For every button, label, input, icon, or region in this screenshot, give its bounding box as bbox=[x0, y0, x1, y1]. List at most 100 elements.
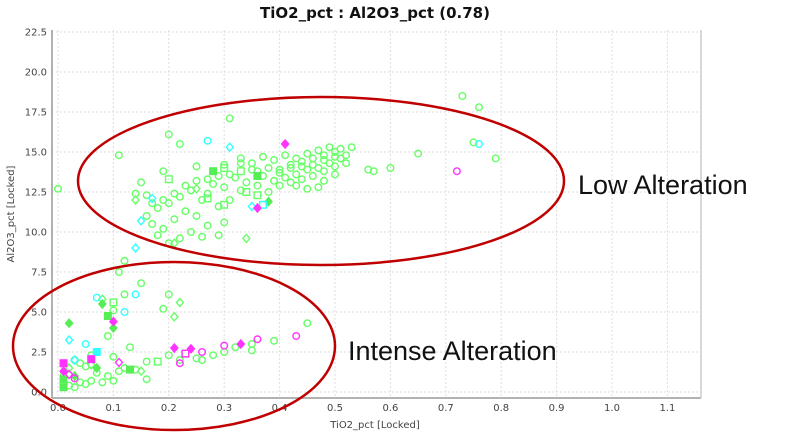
x-axis-label: TiO2_pct [Locked] bbox=[329, 420, 420, 431]
y-tick-label: 2.5 bbox=[31, 348, 47, 359]
data-point bbox=[64, 334, 74, 346]
series-13 bbox=[59, 355, 96, 368]
x-tick-label: 0.6 bbox=[382, 403, 398, 414]
data-point bbox=[286, 160, 295, 169]
data-point bbox=[220, 183, 229, 192]
data-point bbox=[114, 151, 123, 160]
data-point bbox=[292, 332, 301, 341]
data-point bbox=[120, 256, 129, 265]
data-point bbox=[336, 144, 345, 153]
data-point bbox=[192, 183, 201, 194]
data-point bbox=[103, 372, 112, 381]
data-point bbox=[270, 336, 279, 345]
data-point bbox=[109, 352, 118, 361]
data-point bbox=[247, 159, 256, 168]
data-point bbox=[136, 366, 146, 377]
x-tick-label: 0.0 bbox=[50, 403, 66, 414]
series-4 bbox=[59, 167, 262, 392]
data-point bbox=[319, 151, 328, 160]
data-point bbox=[109, 306, 118, 315]
data-point bbox=[59, 375, 68, 384]
data-point bbox=[103, 312, 112, 321]
x-tick-label: 0.1 bbox=[105, 403, 121, 414]
data-point bbox=[126, 365, 135, 374]
data-point bbox=[297, 175, 306, 184]
data-point bbox=[253, 335, 262, 344]
data-point bbox=[92, 293, 101, 302]
data-point bbox=[181, 181, 190, 190]
data-point bbox=[286, 163, 295, 172]
x-tick-label: 0.3 bbox=[216, 403, 232, 414]
data-point bbox=[308, 160, 317, 169]
data-point bbox=[148, 199, 157, 208]
data-point bbox=[220, 341, 229, 350]
data-point bbox=[86, 359, 96, 370]
data-point bbox=[264, 187, 273, 196]
data-point bbox=[281, 173, 290, 182]
data-point bbox=[314, 183, 323, 192]
data-point bbox=[92, 348, 101, 357]
data-point bbox=[70, 374, 79, 383]
data-point bbox=[164, 175, 173, 184]
data-point bbox=[225, 195, 234, 204]
data-point bbox=[292, 154, 301, 163]
x-tick-label: 1.1 bbox=[659, 403, 675, 414]
data-point bbox=[54, 184, 63, 193]
data-point bbox=[108, 322, 118, 334]
data-point bbox=[92, 362, 102, 374]
data-point bbox=[364, 165, 373, 174]
data-point bbox=[308, 171, 317, 180]
data-point bbox=[175, 356, 184, 365]
data-point bbox=[120, 308, 129, 317]
y-tick-label: 17.5 bbox=[25, 108, 47, 119]
data-point bbox=[153, 231, 162, 240]
series-6 bbox=[64, 142, 257, 366]
data-point bbox=[203, 189, 212, 198]
data-point bbox=[175, 139, 184, 148]
data-point bbox=[225, 142, 235, 153]
data-point bbox=[225, 114, 234, 123]
data-point bbox=[164, 351, 173, 360]
data-point bbox=[253, 171, 262, 180]
data-point bbox=[164, 290, 173, 299]
data-point bbox=[203, 221, 212, 230]
data-point bbox=[170, 215, 179, 224]
data-point bbox=[386, 163, 395, 172]
data-point bbox=[319, 155, 328, 164]
data-point bbox=[292, 170, 301, 179]
data-point bbox=[303, 319, 312, 328]
data-point bbox=[247, 340, 256, 349]
data-point bbox=[214, 231, 223, 240]
data-point bbox=[491, 154, 500, 163]
data-point bbox=[220, 163, 229, 172]
data-point bbox=[236, 186, 245, 195]
x-tick-label: 0.5 bbox=[327, 403, 343, 414]
chart-title: TiO2_pct : Al2O3_pct (0.78) bbox=[260, 4, 490, 22]
data-point bbox=[281, 151, 290, 160]
data-point bbox=[109, 298, 118, 307]
data-point bbox=[203, 175, 212, 184]
data-point bbox=[70, 354, 80, 366]
data-point bbox=[198, 348, 207, 357]
data-point bbox=[142, 375, 151, 384]
y-tick-label: 15.0 bbox=[25, 148, 47, 159]
data-point bbox=[108, 316, 118, 327]
axes: 0.0 0.1 0.2 0.3 0.4 0.5 0.6 0.7 0.8 0.9 1.0 1.10.02… bbox=[25, 28, 702, 414]
data-point bbox=[181, 207, 190, 216]
data-point bbox=[214, 171, 223, 180]
data-point bbox=[347, 143, 356, 152]
data-point bbox=[159, 195, 168, 204]
data-point bbox=[203, 194, 212, 203]
series-0 bbox=[54, 91, 500, 392]
data-point bbox=[153, 203, 162, 212]
data-point bbox=[175, 234, 184, 243]
data-point bbox=[175, 297, 185, 308]
intense-alteration-ellipse bbox=[11, 260, 337, 432]
data-point bbox=[137, 279, 146, 288]
series-11 bbox=[64, 357, 124, 380]
series-12 bbox=[181, 349, 190, 358]
data-point bbox=[280, 138, 290, 150]
data-point bbox=[314, 146, 323, 155]
data-point bbox=[170, 189, 179, 198]
data-point bbox=[325, 143, 334, 152]
